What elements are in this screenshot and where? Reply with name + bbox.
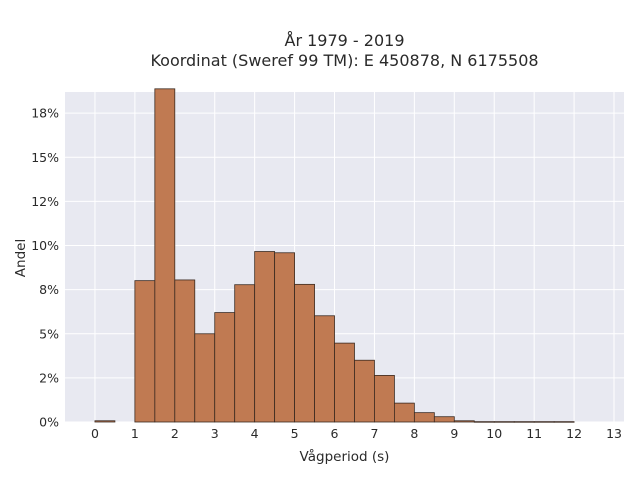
- y-tick-label: 8%: [39, 282, 59, 297]
- x-tick-label: 6: [331, 426, 339, 441]
- x-tick-label: 10: [486, 426, 502, 441]
- histogram-bar: [174, 279, 196, 423]
- x-tick-labels: 0 1 2 3 4 5 6 7 8 9 10 11 12 13: [91, 426, 622, 441]
- y-tick-labels: 0% 2% 5% 8% 10% 12% 15% 18%: [31, 106, 59, 430]
- histogram-bar: [254, 251, 276, 423]
- y-tick-label: 2%: [39, 370, 59, 385]
- histogram-bar: [493, 421, 515, 423]
- histogram-bar: [413, 412, 435, 423]
- histogram-bar: [553, 421, 575, 423]
- histogram-bar: [94, 420, 116, 423]
- x-tick-label: 2: [171, 426, 179, 441]
- histogram-bar: [154, 88, 176, 423]
- histogram-bar: [374, 375, 395, 423]
- x-tick-label: 1: [131, 426, 139, 441]
- histogram-bar: [134, 280, 156, 423]
- histogram-bar: [314, 315, 335, 423]
- histogram-bar: [533, 421, 555, 423]
- x-tick-label: 12: [566, 426, 582, 441]
- y-tick-label: 18%: [31, 106, 59, 121]
- x-tick-label: 9: [450, 426, 458, 441]
- histogram-bar: [214, 312, 236, 423]
- y-tick-label: 10%: [31, 238, 59, 253]
- x-tick-label: 7: [370, 426, 378, 441]
- y-tick-label: 0%: [39, 415, 59, 430]
- x-tick-label: 0: [91, 426, 99, 441]
- x-tick-label: 3: [211, 426, 219, 441]
- chart-title: År 1979 - 2019: [285, 31, 405, 50]
- histogram-bar: [473, 421, 495, 423]
- histogram-bar: [453, 420, 475, 423]
- histogram-bar: [394, 402, 415, 423]
- y-tick-label: 5%: [39, 326, 59, 341]
- y-tick-label: 12%: [31, 194, 59, 209]
- histogram-bar: [234, 284, 256, 423]
- histogram-bar: [274, 252, 295, 423]
- x-tick-label: 13: [606, 426, 622, 441]
- histogram-bar: [433, 416, 455, 423]
- histogram-bar: [513, 421, 535, 423]
- histogram-bar: [354, 359, 375, 423]
- histogram-bar: [194, 333, 216, 423]
- chart-subtitle: Koordinat (Sweref 99 TM): E 450878, N 61…: [150, 51, 538, 70]
- histogram-bar: [294, 283, 315, 423]
- histogram-bar: [334, 342, 355, 423]
- x-axis-label: Vågperiod (s): [300, 448, 390, 465]
- x-tick-label: 4: [251, 426, 259, 441]
- y-axis-label: Andel: [13, 239, 29, 277]
- bars: [94, 88, 575, 423]
- y-tick-label: 15%: [31, 150, 59, 165]
- x-tick-label: 8: [410, 426, 418, 441]
- x-tick-label: 11: [526, 426, 542, 441]
- x-tick-label: 5: [291, 426, 299, 441]
